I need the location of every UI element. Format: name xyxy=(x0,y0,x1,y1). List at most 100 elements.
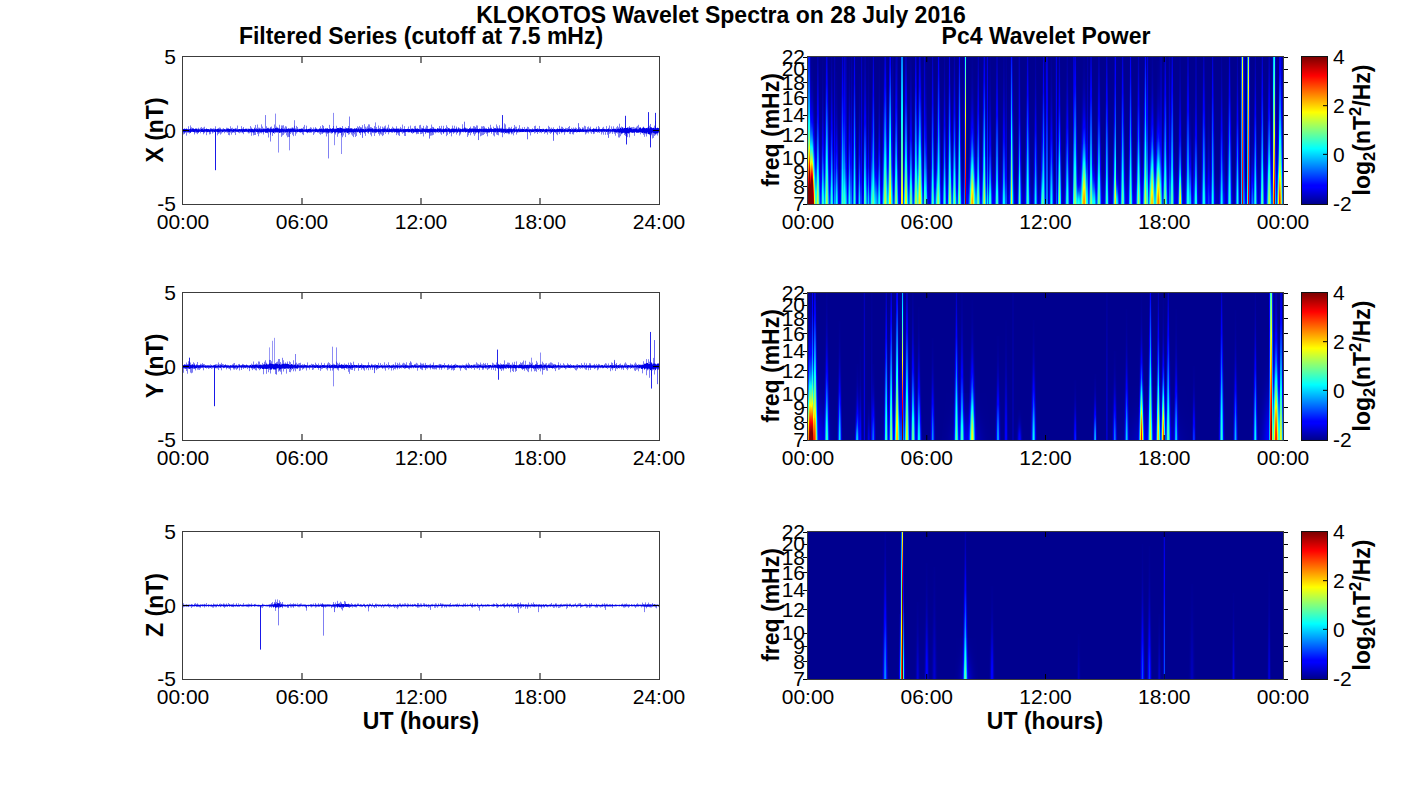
colorbar-1-canvas xyxy=(1302,57,1327,204)
xtick-label: 00:00 xyxy=(782,210,835,234)
timeseries-x-canvas xyxy=(183,57,659,204)
tick-mark xyxy=(803,679,807,680)
colorbar-label-1: log2(nT2/Hz) xyxy=(1346,65,1380,196)
tick-mark xyxy=(1284,69,1288,70)
colorbar-label-3: log2(nT2/Hz) xyxy=(1346,540,1380,671)
xtick-label: 06:00 xyxy=(276,446,329,470)
tick-mark xyxy=(1284,171,1288,172)
ytick-label: 5 xyxy=(164,45,176,69)
tick-mark xyxy=(1284,544,1288,545)
spectrogram-panel-y xyxy=(807,292,1284,441)
cbtick-label: -2 xyxy=(1333,192,1352,216)
tick-mark xyxy=(803,661,807,662)
ytick-label: 0 xyxy=(164,119,176,143)
tick-mark xyxy=(1284,158,1288,159)
tick-mark xyxy=(803,318,807,319)
colorbar-2-canvas xyxy=(1302,293,1327,440)
xtick-label: 00:00 xyxy=(157,446,210,470)
tick-mark xyxy=(1284,661,1288,662)
timeseries-y-canvas xyxy=(183,293,659,440)
spectrogram-panel-x xyxy=(807,56,1284,205)
timeseries-panel-z xyxy=(182,531,660,680)
tick-mark xyxy=(1284,609,1288,610)
tick-mark xyxy=(1284,679,1288,680)
xtick-label: 18:00 xyxy=(1138,210,1191,234)
colorbar-2 xyxy=(1301,292,1328,441)
colorbar-3-canvas xyxy=(1302,532,1327,679)
tick-mark xyxy=(1284,440,1288,441)
cbtick-label: -2 xyxy=(1333,667,1352,691)
ytick-label: 5 xyxy=(164,520,176,544)
tick-mark xyxy=(803,590,807,591)
xtick-label: 12:00 xyxy=(1019,446,1072,470)
xtick-label: 00:00 xyxy=(157,685,210,709)
tick-mark xyxy=(803,69,807,70)
tick-mark xyxy=(803,422,807,423)
xtick-label: 00:00 xyxy=(1257,446,1310,470)
xtick-label: 06:00 xyxy=(900,685,953,709)
tick-mark xyxy=(1284,57,1288,58)
figure: { "title": "KLOKOTOS Wavelet Spectra on … xyxy=(0,0,1418,788)
xtick-label: 06:00 xyxy=(276,685,329,709)
xtick-label: 18:00 xyxy=(514,685,567,709)
tick-mark xyxy=(803,351,807,352)
ytick-label: 5 xyxy=(164,281,176,305)
tick-mark xyxy=(803,544,807,545)
left-column-title: Filtered Series (cutoff at 7.5 mHz) xyxy=(239,23,603,50)
xlabel-left: UT (hours) xyxy=(363,708,479,735)
freqtick-label: 12 xyxy=(782,123,805,147)
ylabel-freq-1: freq (mHz) xyxy=(758,73,785,187)
tick-mark xyxy=(803,171,807,172)
xtick-label: 06:00 xyxy=(900,446,953,470)
xtick-label: 00:00 xyxy=(782,685,835,709)
spectrogram-z-canvas xyxy=(808,532,1283,679)
xtick-label: 00:00 xyxy=(782,446,835,470)
xtick-label: 06:00 xyxy=(276,210,329,234)
tick-mark xyxy=(1284,134,1288,135)
tick-mark xyxy=(803,646,807,647)
tick-mark xyxy=(1284,186,1288,187)
tick-mark xyxy=(803,370,807,371)
xtick-label: 00:00 xyxy=(1257,685,1310,709)
tick-mark xyxy=(1284,318,1288,319)
tick-mark xyxy=(803,97,807,98)
tick-mark xyxy=(803,633,807,634)
cbtick-label: 2 xyxy=(1333,94,1345,118)
cbtick-label: 4 xyxy=(1333,520,1345,544)
tick-mark xyxy=(1284,532,1288,533)
tick-mark xyxy=(1284,590,1288,591)
colorbar-label-2: log2(nT2/Hz) xyxy=(1346,301,1380,432)
right-column-title: Pc4 Wavelet Power xyxy=(942,23,1151,50)
tick-mark xyxy=(1284,351,1288,352)
timeseries-z-canvas xyxy=(183,532,659,679)
cbtick-label: 0 xyxy=(1333,379,1345,403)
xtick-label: 18:00 xyxy=(514,210,567,234)
tick-mark xyxy=(1284,646,1288,647)
tick-mark xyxy=(803,115,807,116)
xtick-label: 12:00 xyxy=(1019,210,1072,234)
cbtick-label: 4 xyxy=(1333,45,1345,69)
tick-mark xyxy=(1284,115,1288,116)
freqtick-label: 12 xyxy=(782,359,805,383)
ytick-label: 0 xyxy=(164,355,176,379)
cbtick-label: 4 xyxy=(1333,281,1345,305)
tick-mark xyxy=(1284,82,1288,83)
tick-mark xyxy=(1284,422,1288,423)
tick-mark xyxy=(1284,572,1288,573)
tick-mark xyxy=(803,82,807,83)
tick-mark xyxy=(803,572,807,573)
tick-mark xyxy=(803,186,807,187)
timeseries-panel-y xyxy=(182,292,660,441)
tick-mark xyxy=(803,407,807,408)
spectrogram-x-canvas xyxy=(808,57,1283,204)
xtick-label: 24:00 xyxy=(633,210,686,234)
cbtick-label: 2 xyxy=(1333,569,1345,593)
xtick-label: 12:00 xyxy=(395,685,448,709)
cbtick-label: 2 xyxy=(1333,330,1345,354)
tick-mark xyxy=(1284,633,1288,634)
xtick-label: 18:00 xyxy=(1138,446,1191,470)
colorbar-3 xyxy=(1301,531,1328,680)
colorbar-1 xyxy=(1301,56,1328,205)
tick-mark xyxy=(1284,305,1288,306)
tick-mark xyxy=(1284,293,1288,294)
